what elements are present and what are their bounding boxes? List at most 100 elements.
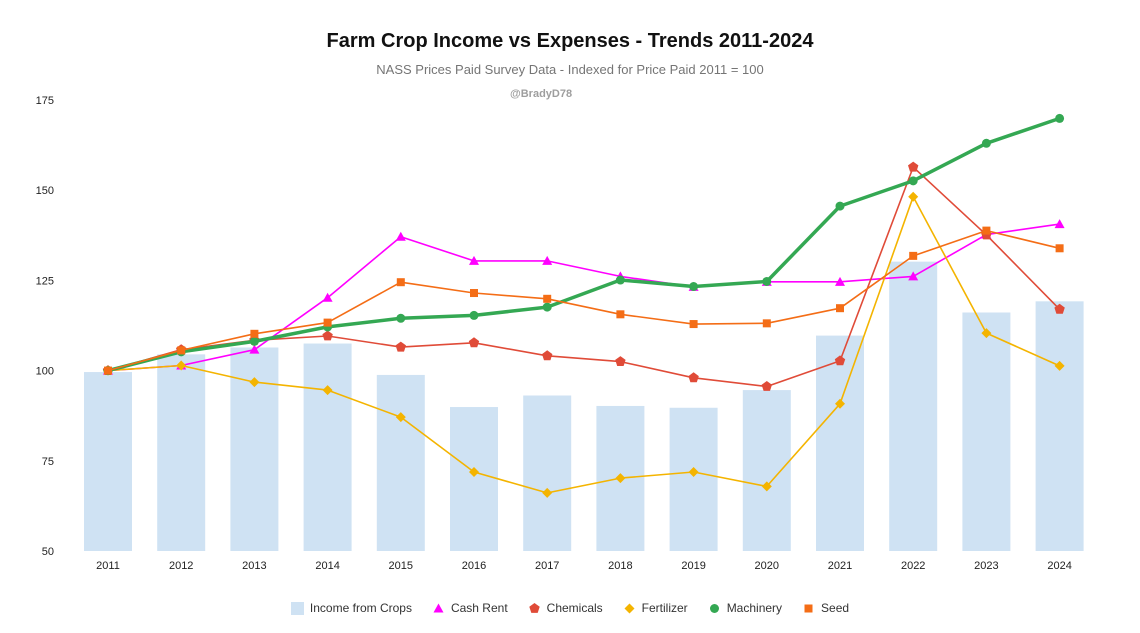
legend-marker-square-icon [290,601,304,615]
x-tick-label: 2024 [1047,560,1071,572]
legend-marker-shape [528,602,540,613]
point-seed [543,294,552,303]
point-machinery [1055,113,1065,123]
point-machinery [908,176,918,186]
legend-label: Cash Rent [450,601,508,615]
x-tick-label: 2018 [608,560,632,572]
x-tick-label: 2015 [389,560,413,572]
point-machinery [615,275,625,285]
point-cash-rent [395,231,406,241]
point-chemicals [1054,303,1065,314]
y-tick-label: 50 [42,546,54,558]
point-chemicals [834,355,846,366]
bar-income-from-crops [889,261,938,551]
point-seed [836,304,844,313]
bar-income-from-crops [523,395,572,551]
x-tick-label: 2021 [828,560,852,572]
point-machinery [469,310,479,320]
point-chemicals [908,161,919,172]
point-machinery [835,201,845,211]
point-fertilizer [615,473,626,484]
x-tick-label: 2011 [96,560,120,572]
legend-item-income-from-crops[interactable]: Income from Crops [290,601,412,615]
point-fertilizer [395,412,406,423]
legend-label: Fertilizer [641,601,688,615]
chart-subtitle: NASS Prices Paid Survey Data - Indexed f… [376,62,764,77]
legend-marker-shape [433,603,444,612]
bar-income-from-crops [450,407,498,551]
point-machinery [249,336,259,346]
bar-income-from-crops [84,372,132,551]
bar-income-from-crops [816,335,864,551]
point-seed [396,278,405,287]
line-cash-rent [107,223,1060,372]
watermark: @BradyD78 [510,88,573,100]
series-income-from-crops [84,261,1084,551]
x-tick-label: 2022 [901,560,925,572]
legend-item-chemicals[interactable]: Chemicals [528,601,603,615]
point-machinery [981,138,991,148]
point-seed [470,289,478,298]
chart-title: Farm Crop Income vs Expenses - Trends 20… [326,30,814,52]
chart-legend: Income from Crops Cash Rent Chemicals Ferti… [0,601,1140,615]
y-tick-label: 175 [36,95,54,107]
point-cash-rent [835,276,845,286]
point-chemicals [395,341,406,352]
legend-item-seed[interactable]: Seed [802,601,849,615]
point-chemicals [542,350,553,361]
bar-income-from-crops [742,390,791,551]
bar-income-from-crops [1035,301,1084,551]
point-seed [1055,244,1064,253]
legend-marker-pentagon-icon [528,602,540,613]
point-seed [909,251,918,260]
legend-marker-circle-icon [709,603,719,613]
point-cash-rent [322,292,333,302]
legend-label: Income from Crops [309,601,412,615]
point-machinery [542,302,552,312]
legend-marker-diamond-icon [624,603,635,613]
point-seed [982,226,991,235]
point-chemicals [761,381,772,391]
point-fertilizer [542,487,553,498]
point-seed [762,319,771,328]
line-machinery [107,116,1061,373]
legend-label: Seed [821,601,850,615]
point-fertilizer [322,385,333,396]
legend-item-cash-rent[interactable]: Cash Rent [432,601,508,615]
legend-item-machinery[interactable]: Machinery [708,601,782,615]
point-seed [104,366,112,375]
point-fertilizer [835,398,845,409]
point-chemicals [468,337,480,348]
point-cash-rent [542,255,553,265]
point-chemicals [688,372,699,383]
line-seed [107,229,1060,372]
x-tick-label: 2023 [974,560,998,572]
point-fertilizer [469,466,479,477]
point-cash-rent [469,255,479,265]
bar-income-from-crops [376,374,425,551]
series-fertilizer [103,191,1065,498]
point-fertilizer [981,328,992,339]
legend-label: Machinery [726,601,783,615]
bar-income-from-crops [157,354,206,551]
x-tick-label: 2017 [535,560,559,572]
point-seed [250,329,259,338]
point-cash-rent [908,271,919,281]
point-cash-rent [1054,219,1065,229]
x-tick-label: 2020 [755,560,779,572]
point-seed [616,310,625,319]
legend-item-fertilizer[interactable]: Fertilizer [623,601,688,615]
y-tick-label: 100 [36,366,54,378]
legend-marker-shape [709,603,719,613]
y-tick-label: 125 [36,275,54,287]
point-seed [177,346,186,355]
line-fertilizer [107,195,1060,494]
point-fertilizer [1054,360,1065,371]
legend-marker-square-icon [804,604,813,612]
point-seed [689,320,698,329]
point-seed [323,318,332,327]
legend-label: Chemicals [546,601,603,615]
point-cash-rent [249,344,260,354]
point-machinery [689,282,699,292]
